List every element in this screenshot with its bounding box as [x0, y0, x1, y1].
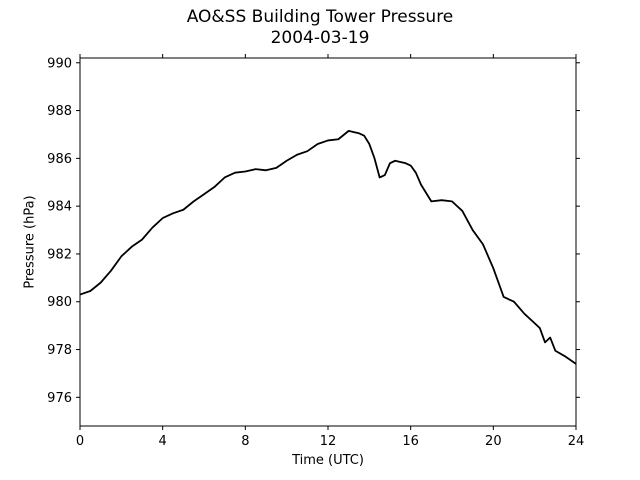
- y-axis-label: Pressure (hPa): [22, 195, 38, 289]
- y-tick-label: 990: [47, 56, 72, 71]
- x-axis-label: Time (UTC): [292, 453, 364, 468]
- y-tick-label: 976: [47, 391, 72, 406]
- chart-title: AO&SS Building Tower Pressure: [186, 7, 454, 27]
- x-tick-label: 20: [485, 434, 502, 449]
- x-tick-label: 24: [568, 434, 585, 449]
- y-tick-label: 982: [47, 247, 72, 262]
- chart-subtitle: 2004-03-19: [270, 28, 370, 48]
- plot-frame: [79, 57, 577, 427]
- x-tick-label: 8: [241, 434, 249, 449]
- y-tick-label: 986: [47, 152, 72, 167]
- x-tick-label: 12: [320, 434, 337, 449]
- x-tick-label: 16: [402, 434, 419, 449]
- series-line-0: [79, 129, 577, 365]
- y-tick-label: 988: [47, 104, 72, 119]
- y-tick-label: 984: [47, 200, 72, 215]
- y-tick-label: 980: [47, 295, 72, 310]
- y-tick-label: 978: [47, 343, 72, 358]
- x-tick-label: 4: [159, 434, 167, 449]
- x-tick-label: 0: [76, 434, 84, 449]
